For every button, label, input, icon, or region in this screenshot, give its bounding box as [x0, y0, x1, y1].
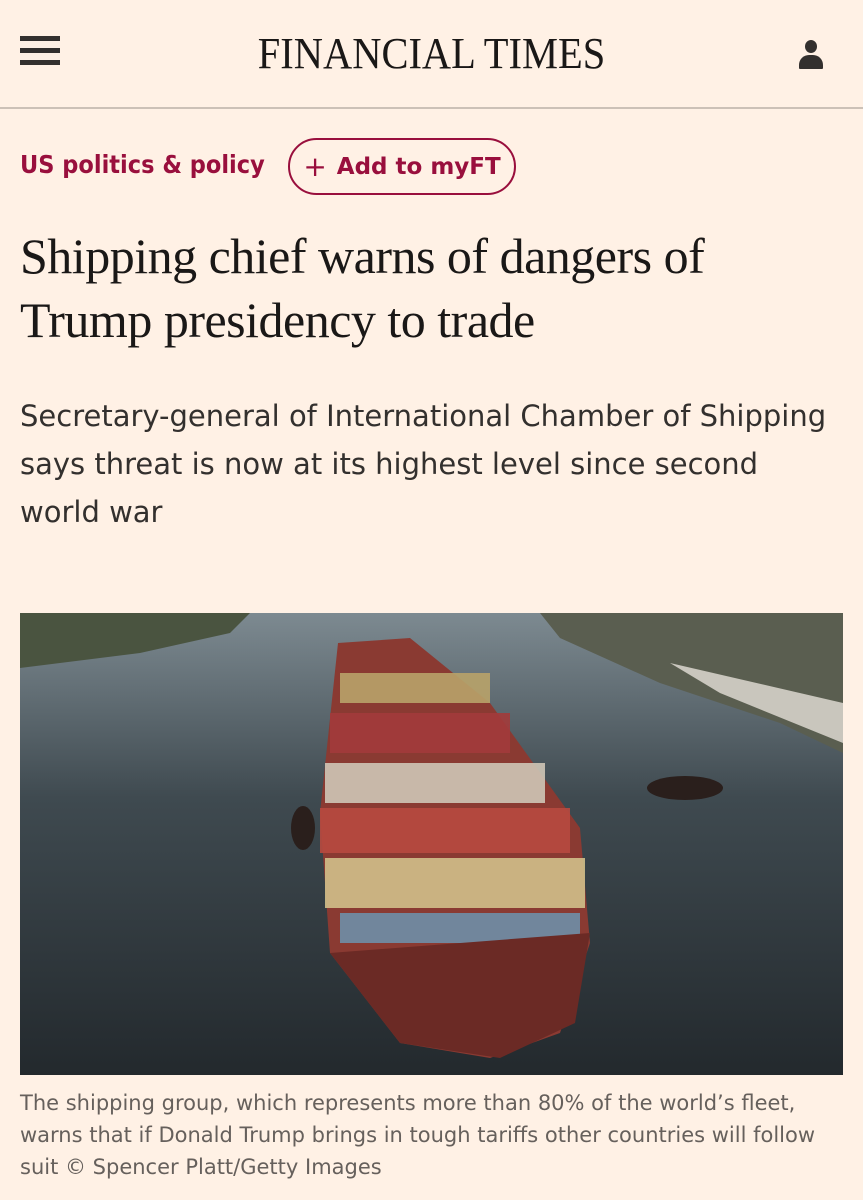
ft-logo[interactable]: FINANCIAL TIMES — [257, 29, 606, 78]
site-header: FINANCIAL TIMES — [0, 0, 863, 109]
hamburger-icon[interactable] — [20, 36, 60, 66]
plus-icon: + — [303, 150, 327, 183]
add-to-myft-label: Add to myFT — [336, 153, 501, 180]
standfirst: Secretary-general of International Chamb… — [20, 399, 827, 529]
add-to-myft-button[interactable]: + Add to myFT — [288, 138, 516, 195]
photo-caption: The shipping group, which represents mor… — [20, 1091, 816, 1179]
article-photo — [20, 613, 843, 1075]
topic-link[interactable]: US politics & policy — [20, 150, 265, 179]
headline: Shipping chief warns of dangers of Trump… — [20, 228, 705, 348]
user-icon[interactable] — [798, 40, 824, 70]
